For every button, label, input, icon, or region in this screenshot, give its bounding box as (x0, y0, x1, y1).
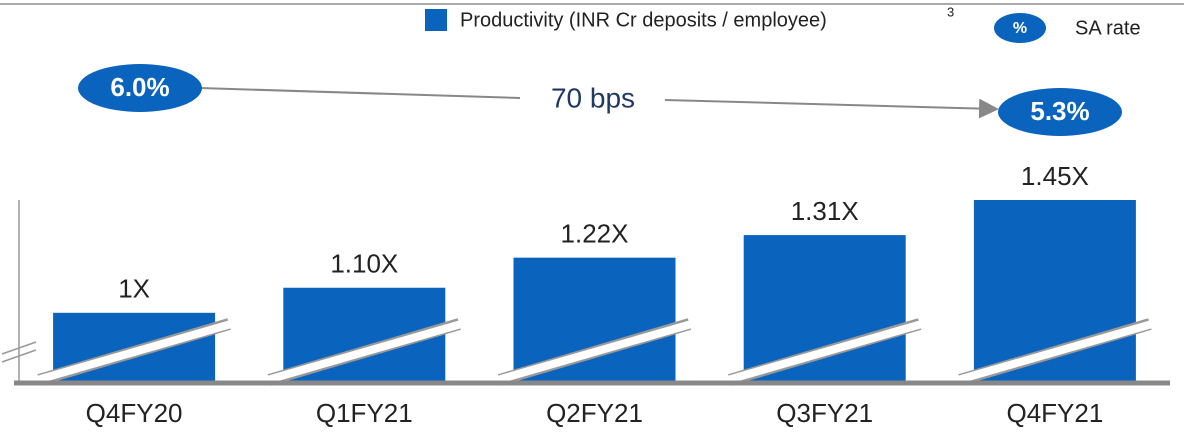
legend-swatch (425, 9, 447, 31)
legend-sa-marker (994, 13, 1046, 43)
sa-end-label: 5.3% (1030, 96, 1089, 126)
bar (743, 235, 906, 383)
value-label: 1.31X (791, 196, 859, 226)
value-label: 1.22X (561, 219, 629, 249)
bar-break (35, 320, 233, 384)
sa-bubble (998, 88, 1122, 136)
value-label: 1X (118, 274, 150, 304)
sa-bubble (78, 64, 202, 112)
axis-break (1, 341, 37, 355)
value-label: 1.45X (1021, 161, 1089, 191)
legend-label: Productivity (INR Cr deposits / employee… (460, 9, 827, 31)
bar-break (496, 320, 693, 384)
x-tick-label: Q4FY20 (86, 398, 183, 428)
legend-footnote: 3 (947, 4, 954, 19)
bar-break (726, 320, 923, 384)
value-label: 1.10X (330, 249, 398, 279)
sa-start-label: 6.0% (110, 72, 169, 102)
x-tick-label: Q3FY21 (776, 398, 873, 428)
x-tick-label: Q1FY21 (316, 398, 413, 428)
legend-sa-marker-label: % (1013, 20, 1027, 37)
arrow-line (664, 98, 999, 119)
x-tick-label: Q2FY21 (546, 398, 643, 428)
bar-break (266, 320, 463, 384)
legend-sa-label: SA rate (1075, 17, 1141, 39)
bar-break (956, 320, 1154, 384)
arrow-line (199, 87, 521, 99)
x-tick-label: Q4FY21 (1006, 398, 1103, 428)
axis-break (1, 349, 37, 363)
change-label: 70 bps (551, 82, 635, 113)
